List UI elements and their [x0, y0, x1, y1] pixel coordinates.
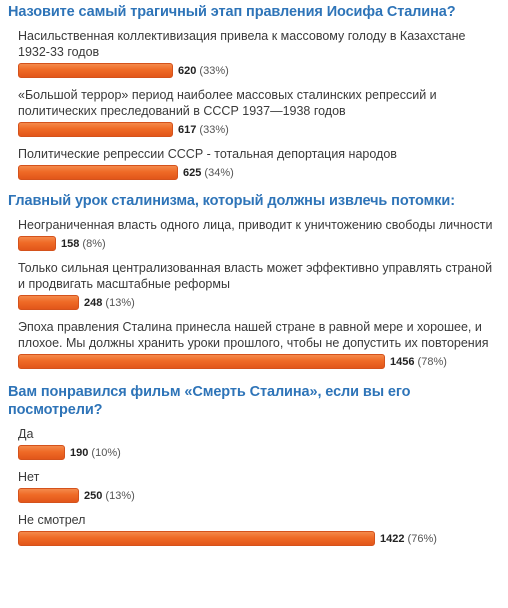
vote-count: 250: [84, 489, 103, 502]
poll-answer: Неограниченная власть одного лица, приво…: [18, 217, 498, 253]
result-stat: 620 (33%): [178, 64, 229, 78]
vote-percent: (8%): [82, 237, 106, 250]
result-bar-track: 620 (33%): [18, 62, 418, 80]
vote-count: 248: [84, 296, 103, 309]
answer-label: «Большой террор» период наиболее массовы…: [18, 88, 437, 118]
vote-count: 190: [70, 446, 89, 459]
result-bar-track: 1456 (78%): [18, 353, 447, 371]
answer-label: Не смотрел: [18, 513, 86, 527]
vote-count: 1456: [390, 355, 415, 368]
vote-count: 620: [178, 64, 197, 77]
result-stat: 248 (13%): [84, 296, 135, 310]
result-bar-track: 625 (34%): [18, 164, 418, 182]
result-stat: 1422 (76%): [380, 532, 437, 546]
answer-label: Да: [18, 427, 34, 441]
answer-label: Нет: [18, 470, 40, 484]
result-bar-track: 158 (8%): [18, 235, 418, 253]
poll-question-2: Главный урок сталинизма, который должны …: [0, 189, 508, 371]
poll-question-3: Вам понравился фильм «Смерть Сталина», е…: [0, 380, 508, 548]
result-row: 617 (33%): [18, 121, 498, 139]
poll-answer: Политические репрессии СССР - тотальная …: [18, 146, 498, 182]
vote-count: 1422: [380, 532, 405, 545]
vote-percent: (33%): [199, 64, 229, 77]
vote-percent: (76%): [407, 532, 437, 545]
result-row: 248 (13%): [18, 294, 498, 312]
poll-title: Главный урок сталинизма, который должны …: [8, 193, 455, 209]
result-bar: [18, 164, 178, 180]
result-row: 190 (10%): [18, 444, 498, 462]
poll-answer: Не смотрел 1422 (76%): [18, 512, 498, 548]
poll-answer: Да 190 (10%): [18, 426, 498, 462]
result-bar-track: 617 (33%): [18, 121, 418, 139]
result-bar: [18, 530, 375, 546]
answer-label: Только сильная централизованная власть м…: [18, 261, 493, 291]
result-stat: 625 (34%): [183, 166, 234, 180]
vote-percent: (13%): [105, 489, 135, 502]
poll-answer: Только сильная централизованная власть м…: [18, 260, 498, 312]
result-bar-track: 250 (13%): [18, 487, 418, 505]
poll-answers: Насильственная коллективизация привела к…: [8, 28, 498, 182]
result-row: 625 (34%): [18, 164, 498, 182]
poll-title: Вам понравился фильм «Смерть Сталина», е…: [8, 384, 411, 418]
vote-count: 617: [178, 123, 197, 136]
result-row: 620 (33%): [18, 62, 498, 80]
result-row: 1422 (76%): [18, 530, 498, 548]
result-row: 250 (13%): [18, 487, 498, 505]
result-stat: 190 (10%): [70, 446, 121, 460]
poll-answer: «Большой террор» период наиболее массовы…: [18, 87, 498, 139]
answer-label: Неограниченная власть одного лица, приво…: [18, 218, 493, 232]
poll-answer: Эпоха правления Сталина принесла нашей с…: [18, 319, 498, 371]
vote-count: 158: [61, 237, 80, 250]
result-stat: 250 (13%): [84, 489, 135, 503]
result-bar-track: 1422 (76%): [18, 530, 437, 548]
result-row: 158 (8%): [18, 235, 498, 253]
vote-count: 625: [183, 166, 202, 179]
answer-label: Насильственная коллективизация привела к…: [18, 29, 466, 59]
vote-percent: (13%): [105, 296, 135, 309]
poll-question-1: Назовите самый трагичный этап правления …: [0, 0, 508, 182]
answer-label: Эпоха правления Сталина принесла нашей с…: [18, 320, 489, 350]
result-stat: 158 (8%): [61, 237, 106, 251]
result-bar-track: 248 (13%): [18, 294, 418, 312]
result-stat: 617 (33%): [178, 123, 229, 137]
vote-percent: (78%): [417, 355, 447, 368]
poll-answer: Нет 250 (13%): [18, 469, 498, 505]
poll-answers: Неограниченная власть одного лица, приво…: [8, 217, 498, 371]
result-bar-track: 190 (10%): [18, 444, 418, 462]
result-row: 1456 (78%): [18, 353, 498, 371]
vote-percent: (34%): [204, 166, 234, 179]
vote-percent: (10%): [91, 446, 121, 459]
answer-label: Политические репрессии СССР - тотальная …: [18, 147, 397, 161]
result-bar: [18, 353, 385, 369]
poll-title: Назовите самый трагичный этап правления …: [8, 4, 456, 20]
result-bar: [18, 121, 173, 137]
result-bar: [18, 294, 79, 310]
vote-percent: (33%): [199, 123, 229, 136]
poll-answers: Да 190 (10%) Нет 250 (13%) Не смотрел: [8, 426, 498, 548]
result-bar: [18, 487, 79, 503]
result-bar: [18, 235, 56, 251]
result-bar: [18, 444, 65, 460]
poll-answer: Насильственная коллективизация привела к…: [18, 28, 498, 80]
result-bar: [18, 62, 173, 78]
result-stat: 1456 (78%): [390, 355, 447, 369]
